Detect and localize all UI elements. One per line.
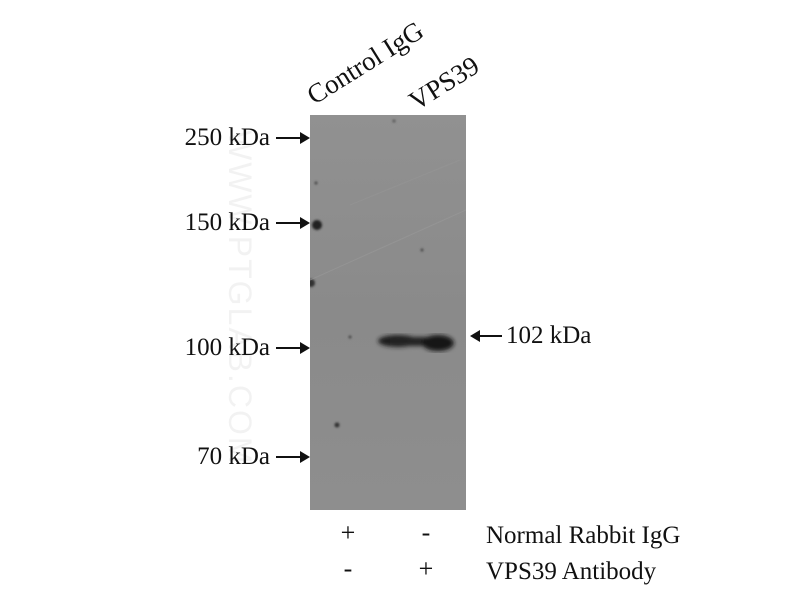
blot-features (310, 119, 466, 428)
marker-100-label: 100 kDa (184, 334, 270, 361)
marker-150-label: 150 kDa (184, 209, 270, 236)
lane-label-vps39: VPS39 (403, 50, 485, 117)
blot-membrane (310, 115, 466, 510)
marker-250: 250 kDa (184, 124, 310, 152)
background-spots (310, 119, 424, 428)
sign-antibody-lane2: + (418, 554, 434, 583)
arrow-right-icon (276, 342, 310, 354)
arrow-right-icon (276, 132, 310, 144)
target-band (378, 335, 454, 351)
sign-igg-lane1: + (340, 518, 356, 547)
marker-250-label: 250 kDa (184, 124, 270, 151)
sign-antibody-lane1: - (343, 554, 353, 583)
watermark: WWW.PTGLAB.COM (222, 130, 258, 466)
marker-100: 100 kDa (184, 334, 310, 362)
arrow-right-icon (276, 217, 310, 229)
sign-igg-lane2: - (421, 518, 431, 547)
marker-70: 70 kDa (197, 443, 310, 471)
arrow-left-icon (470, 330, 502, 342)
condition-label-normal-rabbit-igg: Normal Rabbit IgG (486, 522, 681, 549)
target-band-marker: 102 kDa (470, 322, 592, 350)
target-band-label: 102 kDa (506, 322, 592, 349)
condition-label-vps39-antibody: VPS39 Antibody (486, 558, 657, 585)
marker-150: 150 kDa (184, 209, 310, 237)
arrow-right-icon (276, 451, 310, 463)
marker-70-label: 70 kDa (197, 443, 270, 470)
